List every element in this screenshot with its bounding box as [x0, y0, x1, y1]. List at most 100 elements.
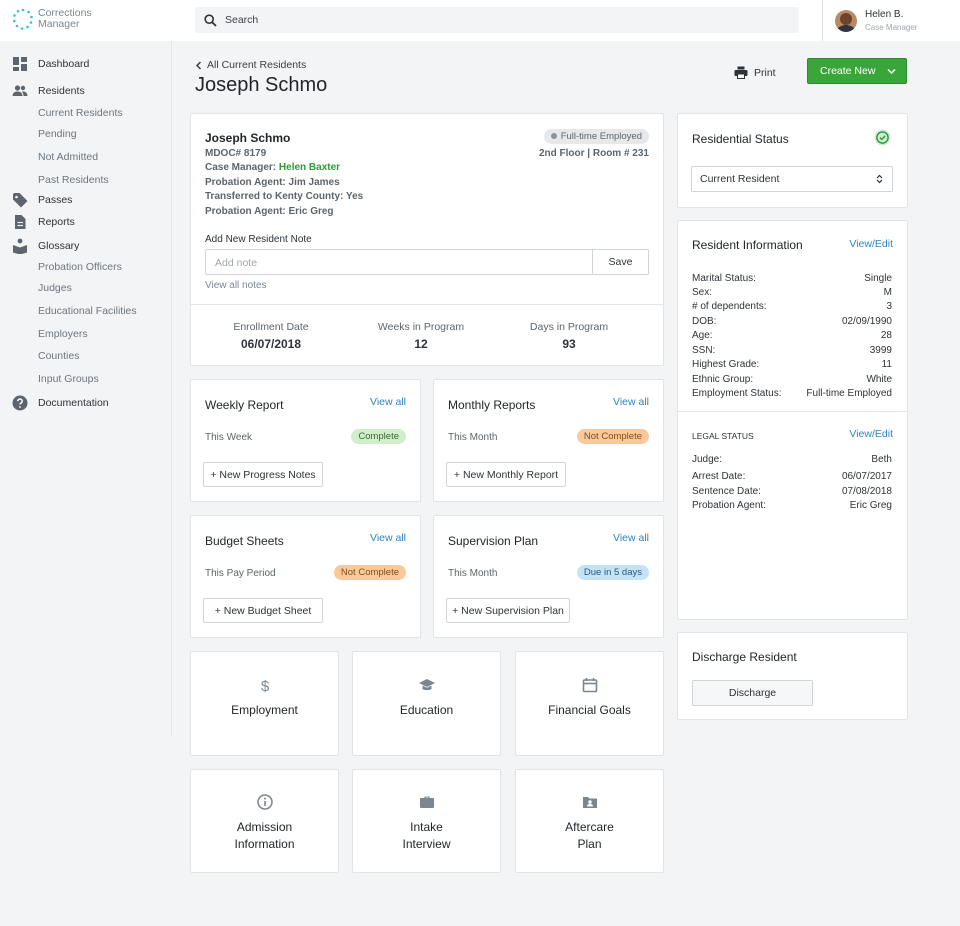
view-all-link[interactable]: View all — [370, 396, 406, 408]
card-title: Weekly Report — [205, 398, 284, 412]
dollar-icon: $ — [260, 678, 269, 693]
sidebar-item-past-residents[interactable]: Past Residents — [38, 174, 109, 186]
help-icon — [12, 395, 28, 411]
status-badge: Not Complete — [333, 565, 406, 580]
probation-agent-line: Probation Agent: Jim James — [205, 177, 340, 188]
stat-days: Days in Program 93 — [519, 321, 619, 351]
weekly-report-card: Weekly Report View all This Week Complet… — [190, 379, 421, 502]
status-dot-icon — [550, 133, 557, 139]
avatar — [835, 9, 857, 32]
tile-education[interactable]: Education — [352, 651, 501, 756]
card-title: Monthly Reports — [448, 398, 536, 412]
tile-label: Admission — [236, 820, 293, 834]
stat-label: Enrollment Date — [233, 321, 309, 333]
divider — [191, 304, 663, 305]
status-badge: Not Complete — [576, 429, 649, 444]
sidebar-item-current-residents[interactable]: Current Residents — [38, 107, 123, 119]
back-link[interactable]: All Current Residents — [195, 59, 306, 71]
status-badge: Complete — [351, 429, 406, 444]
sidebar-item-not-admitted[interactable]: Not Admitted — [38, 151, 99, 163]
sidebar-item-employers[interactable]: Employers — [38, 328, 88, 340]
resident-info-edit-link[interactable]: View/Edit — [849, 238, 893, 250]
discharge-card: Discharge Resident Discharge — [677, 632, 908, 720]
case-manager-label: Case Manager: — [205, 162, 277, 173]
tile-admission-information[interactable]: Admission Information — [190, 769, 339, 873]
note-input-group: Add note Save — [205, 249, 649, 275]
sidebar-item-educational-facilities[interactable]: Educational Facilities — [38, 305, 137, 317]
check-circle-icon — [874, 129, 891, 146]
view-all-link[interactable]: View all — [613, 532, 649, 544]
note-input[interactable]: Add note — [215, 257, 258, 269]
info-row: Age: 28 — [692, 330, 892, 341]
sidebar-item-judges[interactable]: Judges — [38, 282, 72, 294]
room-location: 2nd Floor | Room # 231 — [538, 148, 649, 159]
printer-icon — [734, 66, 748, 79]
new-budget-sheet-button[interactable]: + New Budget Sheet — [203, 598, 323, 623]
sidebar-item-label: Residents — [38, 85, 85, 97]
status-badge: Due in 5 days — [576, 565, 649, 580]
card-title: Discharge Resident — [692, 650, 797, 664]
resident-profile-card: Joseph Schmo MDOC# 8179 Case Manager: He… — [190, 113, 664, 366]
view-all-link[interactable]: View all — [613, 396, 649, 408]
tile-label-line2: Interview — [402, 837, 451, 851]
people-icon — [12, 85, 28, 96]
sidebar-item-counties[interactable]: Counties — [38, 350, 80, 362]
card-title: Resident Information — [692, 238, 803, 252]
create-new-button[interactable]: Create New — [807, 58, 907, 84]
discharge-button[interactable]: Discharge — [692, 680, 813, 706]
stat-label: Days in Program — [529, 321, 609, 333]
folder-user-icon — [582, 797, 597, 808]
sidebar-item-probation-officers[interactable]: Probation Officers — [38, 261, 122, 273]
app-logo[interactable]: Corrections Manager — [12, 8, 92, 30]
tile-employment[interactable]: $ Employment — [190, 651, 339, 756]
info-row: SSN: 3999 — [692, 345, 892, 356]
legal-row: Sentence Date: 07/08/2018 — [692, 486, 892, 497]
card-title: Budget Sheets — [205, 534, 284, 548]
search-input[interactable]: Search — [195, 7, 799, 33]
new-monthly-report-button[interactable]: + New Monthly Report — [446, 462, 566, 487]
select-value: Current Resident — [700, 173, 780, 185]
new-supervision-plan-button[interactable]: + New Supervision Plan — [446, 598, 570, 623]
tile-label: Intake — [410, 820, 443, 834]
report-period: This Pay Period — [205, 568, 276, 579]
new-progress-notes-button[interactable]: + New Progress Notes — [203, 462, 323, 487]
sidebar-item-pending[interactable]: Pending — [38, 128, 77, 140]
sidebar-item-dashboard[interactable]: Dashboard — [12, 56, 89, 72]
dashboard-icon — [13, 57, 27, 71]
logo-icon — [13, 8, 33, 30]
residential-status-card: Residential Status Current Resident — [677, 113, 908, 208]
sidebar-item-documentation[interactable]: Documentation — [12, 395, 109, 411]
user-name: Helen B. — [865, 9, 904, 20]
tile-label: Employment — [231, 703, 298, 717]
print-label: Print — [754, 66, 776, 79]
logo-line1: Corrections — [38, 7, 92, 19]
sidebar-item-glossary[interactable]: Glossary — [12, 238, 79, 254]
view-all-link[interactable]: View all — [370, 532, 406, 544]
report-period: This Month — [448, 432, 498, 443]
tile-intake-interview[interactable]: Intake Interview — [352, 769, 501, 873]
sidebar-item-reports[interactable]: Reports — [12, 214, 75, 230]
card-title: Supervision Plan — [448, 534, 539, 548]
sidebar-item-residents[interactable]: Residents — [12, 83, 85, 99]
print-button[interactable]: Print — [734, 66, 776, 79]
legal-status-edit-link[interactable]: View/Edit — [849, 428, 893, 440]
stat-weeks: Weeks in Program 12 — [371, 321, 471, 351]
svg-text:$: $ — [260, 678, 269, 693]
residential-status-select[interactable]: Current Resident — [691, 166, 893, 192]
tag-icon — [13, 193, 28, 208]
tile-financial-goals[interactable]: Financial Goals — [515, 651, 664, 756]
divider — [678, 411, 907, 412]
tile-label: Aftercare — [565, 820, 614, 834]
report-period: This Month — [448, 568, 498, 579]
sidebar-item-passes[interactable]: Passes — [12, 192, 72, 208]
case-manager-link[interactable]: Helen Baxter — [278, 162, 341, 173]
sidebar-item-input-groups[interactable]: Input Groups — [38, 373, 99, 385]
tile-label: Education — [399, 703, 454, 717]
sidebar-item-label: Documentation — [38, 397, 109, 409]
stat-enrollment: Enrollment Date 06/07/2018 — [221, 321, 321, 351]
view-all-notes-link[interactable]: View all notes — [205, 280, 267, 291]
stat-value: 06/07/2018 — [240, 337, 302, 351]
user-menu[interactable]: Helen B. Case Manager — [822, 0, 960, 41]
save-note-button[interactable]: Save — [592, 250, 648, 274]
tile-aftercare-plan[interactable]: Aftercare Plan — [515, 769, 664, 873]
